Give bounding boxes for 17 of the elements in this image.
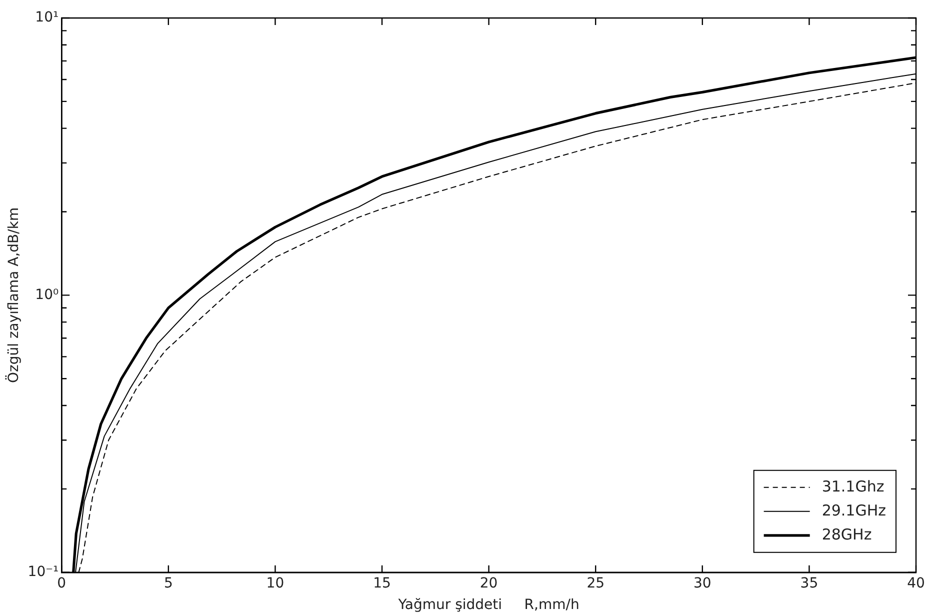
legend-label: 29.1GHz bbox=[822, 501, 886, 520]
legend-label: 31.1Ghz bbox=[822, 477, 884, 496]
x-tick-label: 10 bbox=[266, 575, 284, 592]
x-tick-label: 30 bbox=[693, 575, 712, 592]
x-tick-label: 40 bbox=[907, 575, 925, 592]
y-tick-label: 10⁰ bbox=[35, 286, 59, 303]
x-tick-label: 25 bbox=[586, 575, 605, 592]
x-tick-label: 15 bbox=[373, 575, 391, 592]
x-tick-label: 0 bbox=[57, 575, 66, 592]
x-tick-label: 20 bbox=[480, 575, 498, 592]
x-axis-title: Yağmur şiddeti R,mm/h bbox=[397, 597, 580, 614]
legend-label: 28GHz bbox=[822, 525, 872, 544]
x-tick-label: 5 bbox=[164, 575, 173, 592]
x-tick-label: 35 bbox=[800, 575, 818, 592]
y-tick-label: 10⁻¹ bbox=[28, 564, 59, 580]
y-axis-title: Özgül zayıflama A,dB/km bbox=[5, 207, 22, 384]
y-tick-label: 10¹ bbox=[35, 10, 59, 26]
